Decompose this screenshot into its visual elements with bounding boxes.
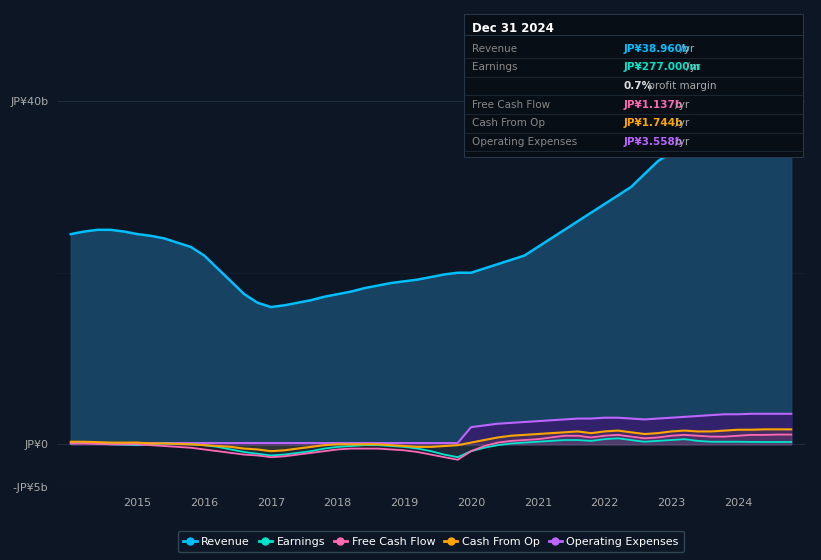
Text: Dec 31 2024: Dec 31 2024 bbox=[472, 22, 554, 35]
Text: Earnings: Earnings bbox=[472, 62, 517, 72]
Text: 0.7%: 0.7% bbox=[624, 81, 653, 91]
Text: Revenue: Revenue bbox=[472, 44, 517, 54]
Text: Free Cash Flow: Free Cash Flow bbox=[472, 100, 550, 110]
Text: /yr: /yr bbox=[672, 118, 690, 128]
Text: Operating Expenses: Operating Expenses bbox=[472, 137, 577, 147]
Legend: Revenue, Earnings, Free Cash Flow, Cash From Op, Operating Expenses: Revenue, Earnings, Free Cash Flow, Cash … bbox=[177, 531, 685, 552]
Text: /yr: /yr bbox=[672, 100, 690, 110]
Text: /yr: /yr bbox=[677, 44, 695, 54]
Text: JP¥3.558b: JP¥3.558b bbox=[624, 137, 683, 147]
Text: JP¥38.960b: JP¥38.960b bbox=[624, 44, 690, 54]
Text: Cash From Op: Cash From Op bbox=[472, 118, 545, 128]
Text: JP¥1.744b: JP¥1.744b bbox=[624, 118, 684, 128]
Text: /yr: /yr bbox=[672, 137, 690, 147]
Text: JP¥277.000m: JP¥277.000m bbox=[624, 62, 701, 72]
Text: JP¥1.137b: JP¥1.137b bbox=[624, 100, 683, 110]
Text: /yr: /yr bbox=[683, 62, 700, 72]
Text: profit margin: profit margin bbox=[645, 81, 717, 91]
